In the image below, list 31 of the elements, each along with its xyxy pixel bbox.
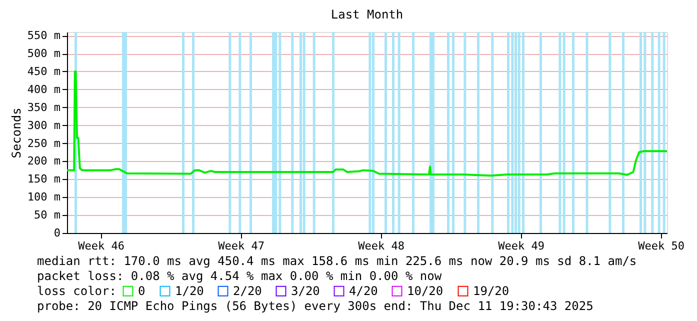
y-tick-label: 350 m <box>27 100 61 114</box>
legend-label: 2/20 <box>233 284 262 298</box>
y-axis-title: Seconds <box>9 108 24 158</box>
x-tick-label: Week 50 <box>638 240 684 252</box>
y-tick-label: 0 <box>54 226 60 240</box>
y-tick-label: 300 m <box>27 118 61 132</box>
x-tick-label: Week 49 <box>498 240 544 252</box>
y-tick-label: 450 m <box>27 64 61 78</box>
legend-label: 4/20 <box>349 284 378 298</box>
y-tick-label: 550 m <box>27 29 61 42</box>
legend-label: 19/20 <box>473 284 510 298</box>
legend-label: 3/20 <box>291 284 320 298</box>
line-series <box>66 70 668 177</box>
y-tick-label: 50 m <box>34 208 61 222</box>
y-tick-label: 200 m <box>27 154 61 168</box>
text: median rtt: 170.0 ms avg 450.4 ms max 158.6 ms min 225.6 ms now 20.9 ms sd 8.1 am/s <box>37 254 637 268</box>
legend-label: 10/20 <box>407 284 444 298</box>
legend-label: 1/20 <box>175 284 204 298</box>
x-tick-label: Week 46 <box>78 240 124 252</box>
y-tick-label: 100 m <box>27 190 61 204</box>
y-tick-label: 500 m <box>27 47 61 60</box>
y-tick-label: 250 m <box>27 136 61 150</box>
x-tick-label: Week 48 <box>358 240 404 252</box>
x-tick-label: Week 47 <box>218 240 264 252</box>
legend-title: loss color: <box>37 284 116 298</box>
y-tick-label: 150 m <box>27 172 61 186</box>
text: packet loss: 0.08 % avg 4.54 % max 0.00 % min 0.00 % now <box>37 269 442 283</box>
chart-title: Last Month <box>330 8 404 22</box>
text: probe: 20 ICMP Echo Pings (56 Bytes) every 300s end: Thu Dec 11 19:30:43 2025 <box>37 299 594 313</box>
legend-label: 0 <box>138 284 146 298</box>
y-tick-label: 400 m <box>27 82 61 96</box>
